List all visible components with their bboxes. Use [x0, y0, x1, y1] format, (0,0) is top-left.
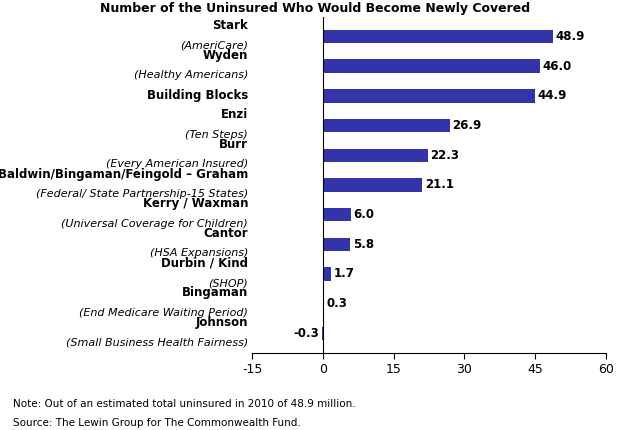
Text: Baldwin/Bingaman/Feingold – Graham: Baldwin/Bingaman/Feingold – Graham: [0, 168, 248, 181]
Text: Enzi: Enzi: [221, 108, 248, 121]
Bar: [323, 267, 331, 281]
Text: -0.3: -0.3: [293, 327, 319, 340]
Bar: [323, 297, 324, 310]
Text: Number of the Uninsured Who Would Become Newly Covered: Number of the Uninsured Who Would Become…: [100, 2, 531, 15]
Text: 0.3: 0.3: [327, 297, 348, 310]
Text: Wyden: Wyden: [203, 49, 248, 62]
Text: (HSA Expansions): (HSA Expansions): [150, 249, 248, 258]
Bar: [323, 89, 534, 102]
Text: (SHOP): (SHOP): [208, 278, 248, 288]
Text: Note: Out of an estimated total uninsured in 2010 of 48.9 million.: Note: Out of an estimated total uninsure…: [13, 399, 355, 409]
Text: 6.0: 6.0: [354, 208, 375, 221]
Text: Building Blocks: Building Blocks: [147, 89, 248, 102]
Bar: [322, 327, 323, 340]
Text: 26.9: 26.9: [452, 119, 481, 132]
Text: Johnson: Johnson: [196, 316, 248, 329]
Text: 5.8: 5.8: [353, 238, 374, 251]
Text: Kerry / Waxman: Kerry / Waxman: [143, 197, 248, 210]
Bar: [323, 208, 351, 221]
Text: (Universal Coverage for Children): (Universal Coverage for Children): [61, 219, 248, 229]
Bar: [323, 178, 423, 192]
Text: Source: The Lewin Group for The Commonwealth Fund.: Source: The Lewin Group for The Commonwe…: [13, 418, 300, 428]
Text: Durbin / Kind: Durbin / Kind: [162, 257, 248, 270]
Bar: [323, 59, 540, 73]
Text: Burr: Burr: [219, 138, 248, 151]
Bar: [323, 30, 553, 43]
Text: 1.7: 1.7: [333, 267, 355, 280]
Text: (Federal/ State Partnership-15 States): (Federal/ State Partnership-15 States): [36, 189, 248, 199]
Text: (End Medicare Waiting Period): (End Medicare Waiting Period): [80, 308, 248, 318]
Bar: [323, 238, 350, 251]
Text: (Healthy Americans): (Healthy Americans): [134, 71, 248, 80]
Text: Bingaman: Bingaman: [182, 286, 248, 299]
Text: 22.3: 22.3: [430, 149, 459, 162]
Text: Stark: Stark: [213, 19, 248, 32]
Text: 46.0: 46.0: [542, 60, 572, 73]
Bar: [323, 119, 450, 132]
Text: (AmeriCare): (AmeriCare): [180, 41, 248, 51]
Text: (Small Business Health Fairness): (Small Business Health Fairness): [66, 338, 248, 347]
Text: (Ten Steps): (Ten Steps): [186, 130, 248, 140]
Text: Cantor: Cantor: [204, 227, 248, 240]
Text: (Every American Insured): (Every American Insured): [106, 160, 248, 169]
Text: 21.1: 21.1: [425, 178, 454, 191]
Text: 48.9: 48.9: [556, 30, 585, 43]
Text: 44.9: 44.9: [537, 89, 567, 102]
Bar: [323, 148, 428, 162]
